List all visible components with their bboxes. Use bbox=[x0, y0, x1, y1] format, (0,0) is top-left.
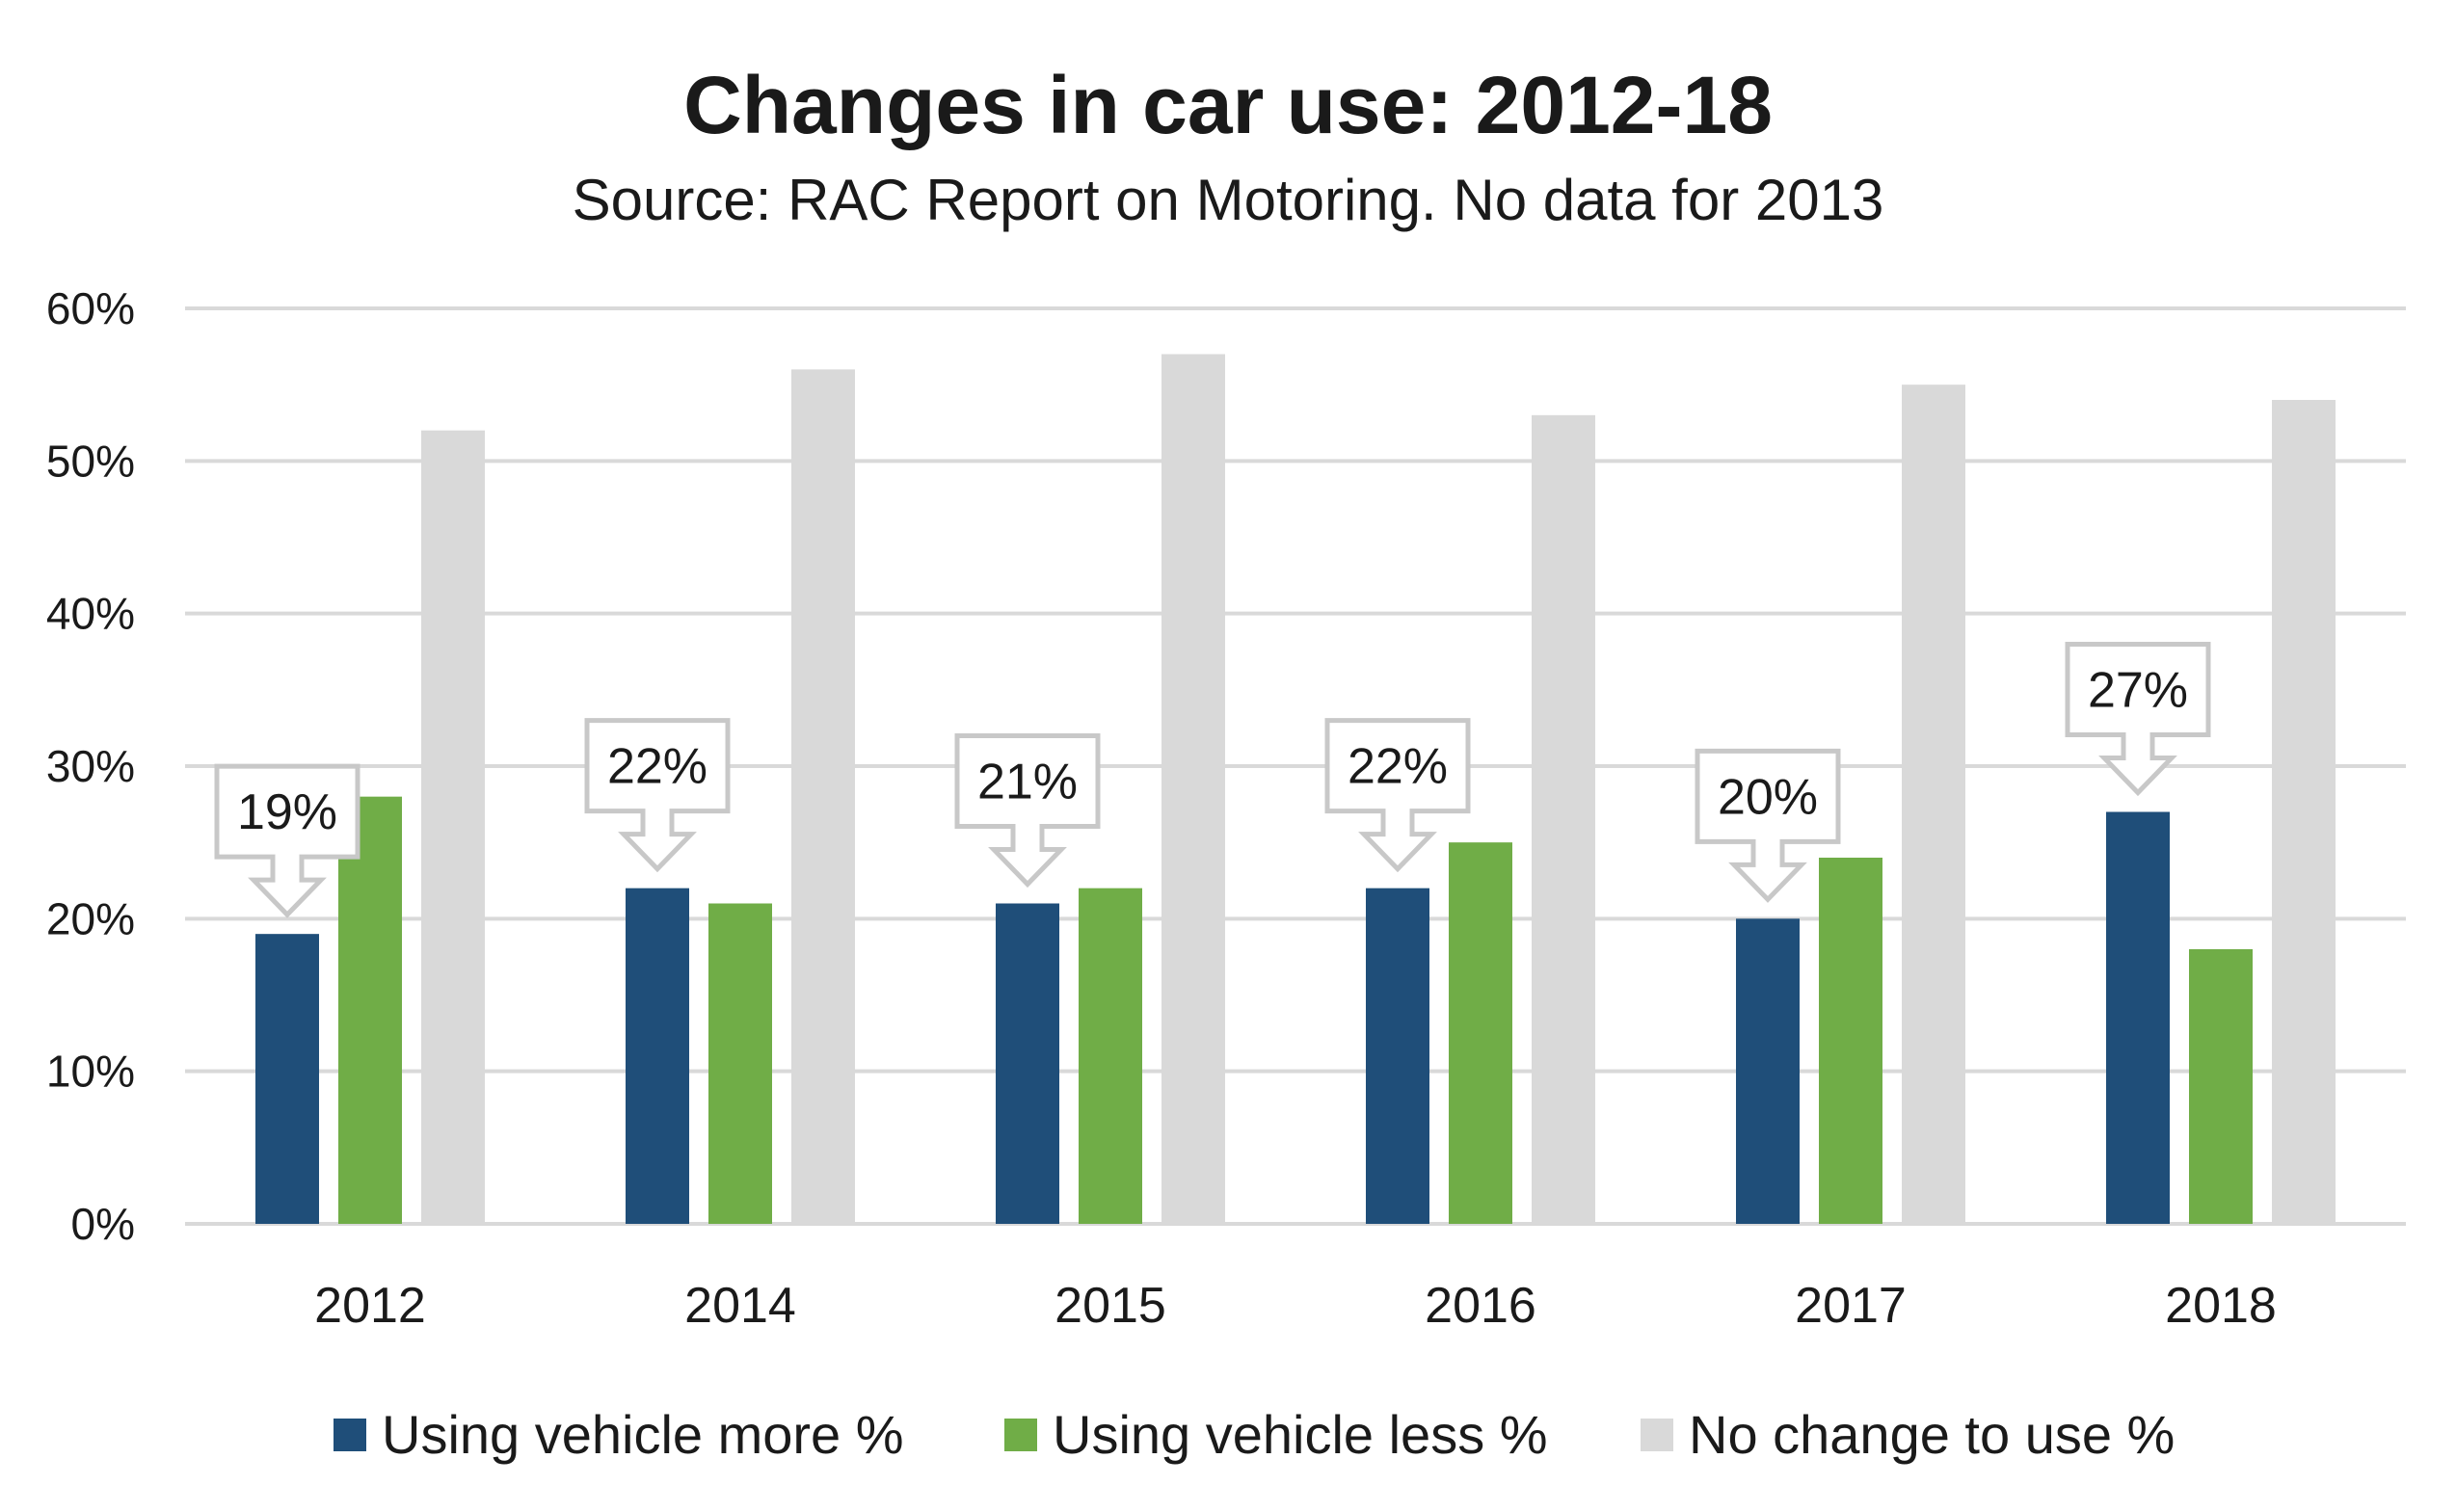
x-tick-label: 2015 bbox=[1054, 1278, 1166, 1334]
x-tick-label: 2014 bbox=[684, 1278, 796, 1334]
legend-swatch bbox=[1641, 1419, 1673, 1451]
callout-label: 27% bbox=[2088, 663, 2188, 719]
y-tick-label: 40% bbox=[46, 589, 135, 639]
x-axis-ticks: 2012 2014 2015 2016 2017 2018 bbox=[314, 1278, 2277, 1334]
y-tick-label: 60% bbox=[46, 283, 135, 333]
legend-label: Using vehicle less % bbox=[1053, 1404, 1548, 1465]
bar bbox=[1736, 918, 1800, 1224]
x-tick-label: 2017 bbox=[1795, 1278, 1907, 1334]
bar bbox=[1366, 888, 1429, 1224]
bar bbox=[2189, 949, 2253, 1224]
bar bbox=[1532, 414, 1595, 1224]
bar bbox=[338, 796, 402, 1224]
bar bbox=[626, 888, 689, 1224]
bar bbox=[255, 934, 319, 1224]
y-tick-label: 30% bbox=[46, 741, 135, 791]
callout-label: 22% bbox=[607, 739, 707, 795]
callouts: 19% 22% 21% 22% 20% 27% bbox=[214, 642, 2211, 918]
bar bbox=[1449, 842, 1512, 1224]
legend-label: Using vehicle more % bbox=[382, 1404, 904, 1465]
bar bbox=[2106, 811, 2170, 1224]
x-tick-label: 2018 bbox=[2165, 1278, 2277, 1334]
callout-label: 21% bbox=[977, 755, 1078, 810]
callout-label: 22% bbox=[1348, 739, 1448, 795]
callout-box bbox=[2065, 642, 2211, 797]
y-tick-label: 0% bbox=[71, 1199, 135, 1249]
callout-box bbox=[954, 733, 1101, 889]
bar bbox=[791, 369, 855, 1224]
callout-box bbox=[584, 718, 731, 873]
bars bbox=[255, 354, 2336, 1225]
y-tick-label: 10% bbox=[46, 1047, 135, 1097]
callout-box bbox=[1324, 718, 1471, 873]
bar bbox=[2272, 400, 2336, 1224]
chart-title: Changes in car use: 2012-18 bbox=[683, 60, 1773, 150]
gridlines bbox=[185, 306, 2406, 1226]
callout-box bbox=[214, 763, 360, 918]
bar bbox=[708, 903, 772, 1224]
y-tick-label: 20% bbox=[46, 893, 135, 943]
bar bbox=[996, 903, 1059, 1224]
callout-label: 19% bbox=[237, 784, 337, 840]
bar bbox=[421, 430, 485, 1225]
y-tick-label: 50% bbox=[46, 436, 135, 486]
legend-swatch bbox=[1004, 1419, 1037, 1451]
bar bbox=[1079, 888, 1142, 1224]
x-tick-label: 2012 bbox=[314, 1278, 426, 1334]
legend-swatch bbox=[334, 1419, 366, 1451]
chart-subtitle: Source: RAC Report on Motoring. No data … bbox=[573, 168, 1884, 232]
bar bbox=[1161, 354, 1225, 1224]
x-tick-label: 2016 bbox=[1425, 1278, 1536, 1334]
legend-label: No change to use % bbox=[1689, 1404, 2175, 1465]
callout-label: 20% bbox=[1718, 769, 1818, 825]
legend: Using vehicle more % Using vehicle less %… bbox=[334, 1404, 2175, 1465]
bar bbox=[1819, 858, 1882, 1224]
callout-box bbox=[1695, 748, 1841, 903]
y-axis-ticks: 0% 10% 20% 30% 40% 50% 60% bbox=[46, 283, 135, 1249]
bar bbox=[1902, 385, 1965, 1225]
